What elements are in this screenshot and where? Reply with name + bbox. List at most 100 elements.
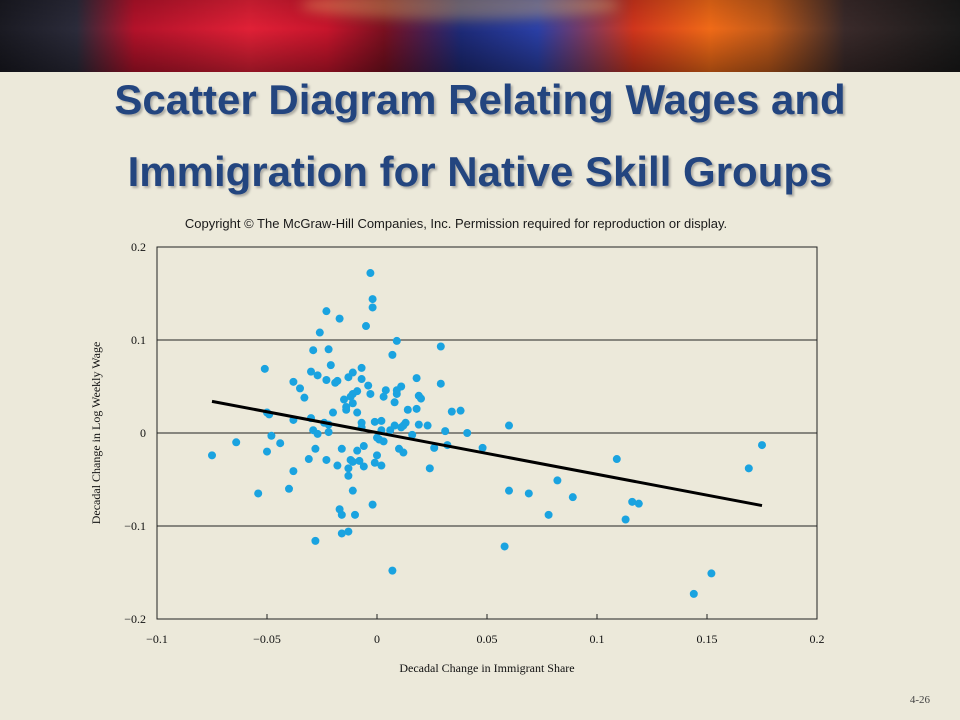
data-point [337,510,346,519]
y-tick-label: 0 [140,426,146,440]
x-tick-label: 0 [374,632,380,646]
data-point [408,430,417,439]
data-point [423,421,432,430]
data-point [313,429,322,438]
data-point [370,458,379,467]
data-point [348,486,357,495]
data-point [296,384,304,393]
data-point [276,439,285,448]
data-point [322,455,331,464]
data-point [456,406,465,415]
x-tick-label: 0.2 [810,632,825,646]
data-point [758,441,766,450]
slide-title-line-2: Immigration for Native Skill Groups [127,148,833,195]
data-point [329,408,337,417]
header-banner [0,0,960,72]
data-point [379,392,388,401]
slide-number: 4-26 [909,694,930,706]
x-tick-label: −0.1 [146,632,168,646]
data-point [399,448,408,457]
data-point [505,421,513,430]
data-point [417,394,425,403]
data-point [373,451,381,460]
data-point [289,377,298,386]
data-point [425,464,434,473]
data-point [463,429,472,437]
x-axis-title: Decadal Change in Immigrant Share [399,661,574,675]
data-point [430,443,439,452]
data-point [353,387,362,396]
data-point [441,427,450,436]
data-point [322,375,331,384]
data-point [412,404,421,413]
data-point [412,374,421,383]
data-point [392,336,401,345]
copyright-notice: Copyright © The McGraw-Hill Companies, I… [184,216,728,231]
data-point [390,421,399,430]
gridlines [157,246,817,620]
data-point [335,314,344,323]
data-point [544,510,553,519]
data-point [348,457,357,466]
data-point [337,444,346,453]
data-point [478,443,487,452]
data-point [263,447,271,456]
data-point [353,408,362,417]
data-point [289,467,298,476]
data-point [366,269,375,278]
data-point [621,515,630,524]
data-point [689,589,698,598]
regression-line [211,399,763,508]
data-point [260,364,269,373]
data-point [397,382,406,391]
data-point [322,307,331,316]
data-point [436,342,445,351]
data-point [307,367,315,376]
data-point [337,529,346,538]
data-point [612,455,621,464]
data-point [344,464,353,473]
data-point [364,381,373,390]
x-axis: −0.1 −0.05 0 0.05 0.1 0.15 0.2 [146,614,825,646]
data-point [362,322,370,331]
data-point [311,536,320,545]
data-point [232,438,241,447]
x-tick-label: 0.15 [697,632,718,646]
data-point [368,303,377,312]
data-point [355,456,364,465]
x-tick-label: 0.1 [590,632,605,646]
data-point [353,446,362,455]
data-point [208,451,216,460]
data-points [208,269,766,598]
data-point [366,389,375,398]
data-point [351,510,359,519]
data-point [342,405,351,414]
data-point [315,328,324,337]
data-point [377,461,386,470]
data-point [414,420,423,429]
data-point [505,486,513,495]
y-tick-label: −0.2 [124,612,146,626]
data-point [628,497,637,506]
data-point [300,393,309,402]
data-point [500,542,509,551]
data-point [381,386,390,395]
data-point [333,376,342,385]
x-tick-label: −0.05 [253,632,281,646]
data-point [388,566,397,575]
data-point [340,395,348,404]
data-point [348,399,357,408]
data-point [401,418,410,427]
y-tick-label: 0.1 [131,333,146,347]
data-point [436,379,445,388]
data-point [359,442,368,451]
data-point [707,569,716,578]
data-point [326,361,335,370]
data-point [357,375,366,384]
data-point [344,527,353,536]
data-point [379,437,388,446]
data-point [333,461,342,470]
data-point [388,350,397,359]
data-point [403,405,412,414]
